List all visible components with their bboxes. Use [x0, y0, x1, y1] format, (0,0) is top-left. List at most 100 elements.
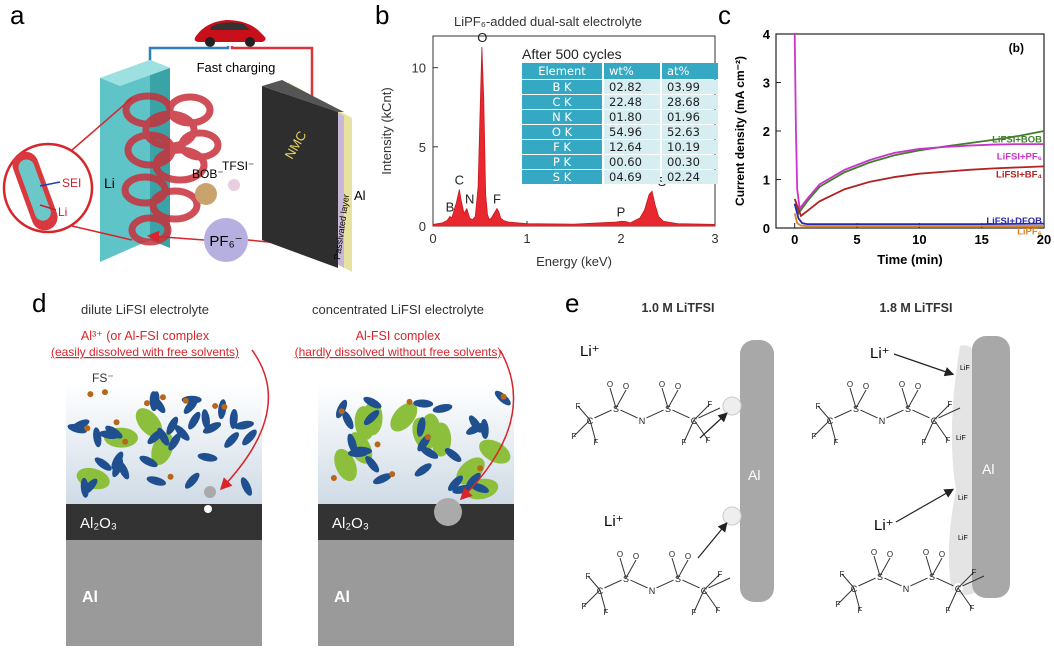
current-series-label: LiFSI+DFOB	[986, 216, 1042, 227]
concentrated-al-layer	[318, 540, 514, 646]
current-plot-frame	[775, 33, 1045, 229]
current-x-tick-label: 10	[912, 232, 926, 247]
lif-label-2: LiF	[956, 435, 966, 442]
eds-table-cell: 01.80	[604, 110, 660, 124]
atom-label: F	[716, 606, 721, 615]
atom-label: F	[840, 570, 845, 579]
al-cathode-label: Al	[354, 188, 366, 203]
solvent-molecule	[334, 448, 357, 482]
eds-title: LiPF₆-added dual-salt electrolyte	[454, 14, 642, 29]
atom-label: F	[812, 432, 817, 441]
cf-bond	[693, 589, 705, 613]
li-cation	[338, 408, 345, 415]
current-series-label: LiFSI+BF₄	[996, 170, 1042, 181]
fsi-anion	[105, 425, 123, 439]
atom-label: F	[972, 568, 977, 577]
fsi-anion	[183, 397, 199, 414]
atom-label: O	[669, 550, 675, 559]
so-bond	[667, 389, 679, 409]
atom-bg	[877, 415, 887, 425]
fsi-anion	[146, 476, 166, 486]
so-bond	[873, 555, 881, 577]
tfsi-molecule: CSNSCOOOOFFFFFF	[572, 380, 721, 447]
li-cation	[500, 393, 507, 400]
nmc-cathode	[262, 80, 352, 272]
cf-bond	[703, 573, 721, 591]
eds-y-tick-label: 0	[419, 219, 426, 234]
cf-bond	[817, 405, 831, 421]
fsi-anion	[234, 420, 254, 430]
so-bond	[661, 387, 669, 409]
car-icon	[194, 20, 266, 47]
panel-d-schematic: dilute LiFSI electrolyte Al³⁺ (or Al-FSI…	[51, 302, 515, 646]
so-bond	[879, 557, 891, 577]
atom-label: F	[708, 400, 713, 409]
cf-bond	[589, 419, 597, 443]
sei-label: SEI	[62, 176, 81, 190]
fsi-anion	[432, 403, 453, 413]
current-y-tick-label: 3	[763, 76, 770, 91]
eds-table-header: wt%	[604, 63, 660, 79]
bob-ion	[195, 183, 217, 205]
tfsi-ion	[228, 179, 240, 191]
fsi-anion	[468, 415, 482, 433]
cf-bond	[933, 419, 949, 441]
so-bond	[925, 555, 933, 577]
atom-label: O	[939, 550, 945, 559]
li-cation	[424, 434, 431, 441]
so-bond	[849, 387, 857, 409]
current-x-tick-label: 20	[1037, 232, 1051, 247]
concentrated-title: concentrated LiFSI electrolyte	[312, 302, 484, 317]
red-wire	[230, 46, 314, 98]
eds-peak-label: O	[477, 30, 487, 45]
fsi-anion	[184, 472, 200, 489]
atom-label: F	[970, 604, 975, 613]
e-left-li-plus-1: Li⁺	[580, 343, 600, 360]
e-left-li-plus-2: Li⁺	[604, 513, 624, 530]
fast-charging-label: Fast charging	[197, 60, 276, 75]
atom-label: N	[649, 586, 656, 596]
li-anode-label: Li	[104, 175, 115, 191]
fsi-anion	[413, 399, 434, 408]
dilute-title: dilute LiFSI electrolyte	[81, 302, 209, 317]
eds-table-header: Element	[522, 63, 602, 79]
eds-inset-title: After 500 cycles	[522, 46, 622, 62]
e-left-title: 1.0 M LiTFSI	[642, 301, 715, 315]
eds-table-row: B K 02.82 03.99	[522, 80, 718, 94]
e-left-al-label: Al	[748, 467, 760, 483]
eds-table-cell: P K	[522, 155, 602, 169]
fs-label: FS⁻	[92, 371, 114, 385]
eds-table-cell: 54.96	[604, 125, 660, 139]
cf-bond	[923, 419, 935, 443]
atom-label: F	[816, 402, 821, 411]
eds-table-cell: B K	[522, 80, 602, 94]
eds-spectrum	[432, 47, 716, 227]
tfsi-molecule: CSNSCOOOOFFFFFF	[836, 548, 985, 615]
li-cation	[113, 419, 120, 426]
li-cation	[122, 438, 129, 445]
atom-label: N	[903, 584, 910, 594]
atom-label: O	[685, 552, 691, 561]
atom-label: O	[659, 380, 665, 389]
fsi-anion	[197, 453, 218, 462]
atom-label: O	[863, 382, 869, 391]
atom-label: F	[718, 570, 723, 579]
li-cation	[101, 389, 108, 396]
fsi-anion	[414, 463, 432, 477]
atom-label: S	[877, 572, 883, 582]
atom-label: F	[586, 572, 591, 581]
eds-peak-label: C	[455, 173, 464, 188]
current-series-line	[793, 165, 1045, 218]
fsi-anion	[94, 457, 112, 471]
lif-label-4: LiF	[958, 535, 968, 542]
so-bond	[671, 557, 679, 579]
current-x-tick-label: 15	[974, 232, 988, 247]
panel-e-schematic: 1.0 M LiTFSI 1.8 M LiTFSI Al Li⁺ Li⁺ CSN…	[572, 301, 1010, 617]
dilute-oxide-layer	[66, 504, 262, 540]
eds-inset: After 500 cycles Element wt% at% B K 02.82 0…	[520, 46, 718, 185]
fsi-anion	[420, 446, 439, 459]
current-y-tick-label: 4	[763, 27, 771, 42]
atom-bg	[901, 583, 911, 593]
fsi-anion	[242, 429, 257, 446]
cf-bond	[957, 571, 975, 589]
